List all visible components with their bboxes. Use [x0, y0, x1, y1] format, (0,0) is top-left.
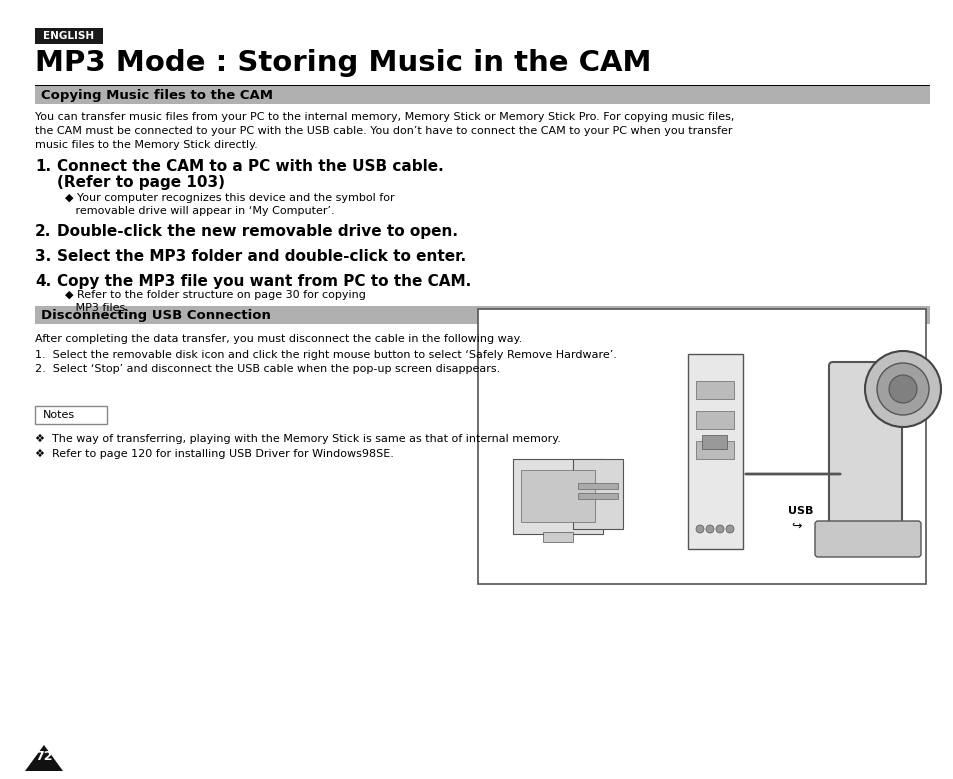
Circle shape: [888, 375, 916, 403]
Text: removable drive will appear in ‘My Computer’.: removable drive will appear in ‘My Compu…: [65, 206, 335, 216]
Text: Connect the CAM to a PC with the USB cable.: Connect the CAM to a PC with the USB cab…: [57, 159, 443, 174]
Text: Double-click the new removable drive to open.: Double-click the new removable drive to …: [57, 224, 457, 239]
Text: 2.  Select ‘Stop’ and disconnect the USB cable when the pop-up screen disappears: 2. Select ‘Stop’ and disconnect the USB …: [35, 364, 499, 374]
Bar: [701, 435, 726, 449]
Text: ◆ Your computer recognizes this device and the symbol for: ◆ Your computer recognizes this device a…: [65, 193, 395, 203]
Text: 1.: 1.: [35, 159, 51, 174]
Text: the CAM must be connected to your PC with the USB cable. You don’t have to conne: the CAM must be connected to your PC wit…: [35, 126, 732, 136]
Text: After completing the data transfer, you must disconnect the cable in the followi: After completing the data transfer, you …: [35, 334, 521, 344]
Circle shape: [876, 363, 928, 415]
Bar: [578, 493, 618, 499]
Text: USB: USB: [787, 506, 813, 516]
Bar: [35, 84, 929, 86]
Bar: [520, 470, 595, 522]
Text: 4.: 4.: [35, 274, 51, 289]
Text: 2.: 2.: [35, 224, 51, 239]
Bar: [35, 306, 929, 324]
Circle shape: [716, 525, 723, 533]
Circle shape: [725, 525, 733, 533]
Bar: [542, 532, 573, 542]
Text: ◆ Refer to the folder structure on page 30 for copying: ◆ Refer to the folder structure on page …: [65, 290, 366, 300]
Text: music files to the Memory Stick directly.: music files to the Memory Stick directly…: [35, 140, 257, 150]
Text: Copying Music files to the CAM: Copying Music files to the CAM: [41, 89, 273, 101]
Circle shape: [864, 351, 940, 427]
Text: Notes: Notes: [43, 410, 75, 420]
Text: 1.  Select the removable disk icon and click the right mouse button to select ‘S: 1. Select the removable disk icon and cl…: [35, 350, 617, 360]
Bar: [687, 354, 742, 549]
Text: MP3 files.: MP3 files.: [65, 303, 129, 313]
Circle shape: [696, 525, 703, 533]
Bar: [578, 483, 618, 489]
Text: Disconnecting USB Connection: Disconnecting USB Connection: [41, 308, 271, 322]
Text: MP3 Mode : Storing Music in the CAM: MP3 Mode : Storing Music in the CAM: [35, 49, 651, 77]
Text: Copy the MP3 file you want from PC to the CAM.: Copy the MP3 file you want from PC to th…: [57, 274, 471, 289]
Polygon shape: [25, 745, 63, 771]
Text: ❖  Refer to page 120 for installing USB Driver for Windows98SE.: ❖ Refer to page 120 for installing USB D…: [35, 449, 394, 459]
Bar: [35, 406, 107, 424]
Text: 72: 72: [35, 750, 52, 763]
Bar: [696, 411, 733, 429]
Bar: [35, 86, 929, 104]
Bar: [35, 28, 103, 44]
Text: ❖  The way of transferring, playing with the Memory Stick is same as that of int: ❖ The way of transferring, playing with …: [35, 434, 560, 444]
Bar: [696, 441, 733, 459]
Bar: [573, 459, 622, 529]
Text: (Refer to page 103): (Refer to page 103): [57, 175, 225, 190]
Bar: [696, 381, 733, 399]
Text: 3.: 3.: [35, 249, 51, 264]
FancyBboxPatch shape: [828, 362, 901, 550]
Bar: [477, 309, 925, 584]
Bar: [513, 459, 602, 534]
FancyBboxPatch shape: [814, 521, 920, 557]
Circle shape: [705, 525, 713, 533]
Text: ENGLISH: ENGLISH: [44, 31, 94, 41]
Text: You can transfer music files from your PC to the internal memory, Memory Stick o: You can transfer music files from your P…: [35, 112, 734, 122]
Text: Select the MP3 folder and double-click to enter.: Select the MP3 folder and double-click t…: [57, 249, 466, 264]
Text: ↪: ↪: [790, 520, 801, 533]
